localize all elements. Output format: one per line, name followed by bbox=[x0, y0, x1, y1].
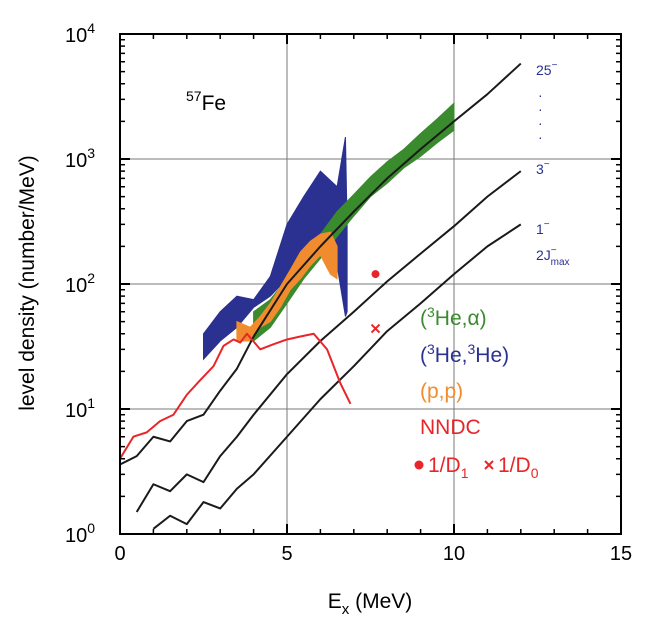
line-model_1 bbox=[152, 223, 522, 530]
y-tick-label: 101 bbox=[65, 395, 95, 422]
x-tick-label: 5 bbox=[281, 543, 292, 565]
band-he_alpha bbox=[253, 101, 455, 343]
spin-labels: 25− · · · · 3− 1− 2J− max bbox=[536, 60, 570, 268]
y-tick-label: 102 bbox=[65, 270, 95, 297]
legend-d1-marker bbox=[414, 460, 424, 470]
spin-label-1: 1− bbox=[536, 219, 550, 237]
band-pp bbox=[236, 231, 338, 342]
point-d1 bbox=[371, 270, 380, 279]
spin-dot: · bbox=[538, 101, 543, 117]
curves bbox=[119, 62, 522, 530]
x-tick-labels: 0 5 10 15 bbox=[114, 543, 632, 565]
legend: (3He,α) (3He,3He) (p,p) NNDC 1/D1 1/D0 bbox=[414, 304, 539, 481]
legend-d0-marker bbox=[484, 460, 494, 470]
spin-dot: · bbox=[538, 87, 543, 103]
spin-dot: · bbox=[538, 129, 543, 145]
spin-dot: · bbox=[538, 115, 543, 131]
legend-nndc: NNDC bbox=[420, 416, 481, 439]
y-tick-label: 104 bbox=[65, 20, 95, 47]
x-tick-label: 15 bbox=[610, 543, 632, 565]
line-nndc bbox=[119, 332, 352, 460]
x-tick-label: 0 bbox=[114, 543, 125, 565]
axis-ticks bbox=[119, 33, 622, 535]
spin-label-3: 3− bbox=[536, 159, 550, 177]
y-tick-label: 103 bbox=[65, 145, 95, 172]
line-model_25 bbox=[119, 62, 522, 466]
legend-he-alpha: (3He,α) bbox=[420, 304, 487, 330]
nucleus-label: 57Fe bbox=[186, 88, 226, 115]
band-he_he bbox=[203, 136, 348, 361]
y-tick-label: 100 bbox=[65, 520, 95, 547]
spin-label-2jmax: 2J− max bbox=[536, 245, 570, 268]
line-model_3 bbox=[135, 170, 522, 513]
legend-d0: 1/D0 bbox=[498, 454, 539, 481]
y-axis-title: level density (number/MeV) bbox=[16, 155, 39, 411]
data-bands bbox=[203, 101, 455, 361]
x-tick-label: 10 bbox=[443, 543, 465, 565]
y-tick-labels: 100 101 102 103 104 bbox=[65, 20, 95, 547]
legend-pp: (p,p) bbox=[420, 380, 463, 403]
grid-lines bbox=[120, 34, 621, 534]
legend-d1: 1/D1 bbox=[428, 454, 469, 481]
legend-he-he: (3He,3He) bbox=[420, 341, 509, 367]
x-axis-title: Ex (MeV) bbox=[328, 590, 413, 618]
spin-label-25: 25− bbox=[536, 60, 558, 78]
data-points bbox=[370, 270, 381, 334]
point-d0 bbox=[370, 323, 381, 334]
